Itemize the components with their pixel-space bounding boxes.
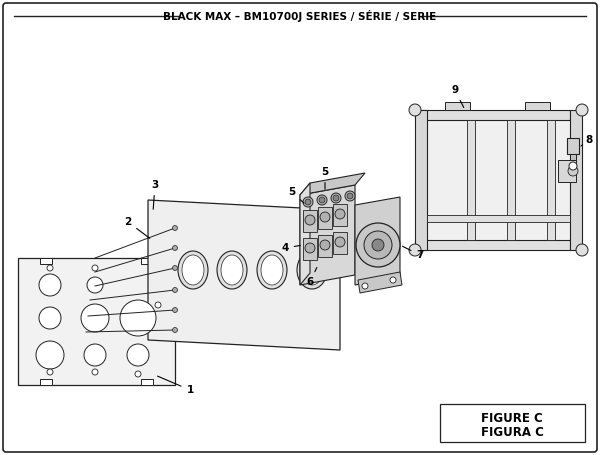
Ellipse shape (301, 255, 323, 285)
Text: 8: 8 (581, 135, 593, 146)
Circle shape (173, 246, 178, 251)
Ellipse shape (297, 251, 327, 289)
Circle shape (320, 240, 330, 250)
Circle shape (335, 237, 345, 247)
Circle shape (47, 265, 53, 271)
Circle shape (39, 274, 61, 296)
Polygon shape (427, 215, 570, 222)
Polygon shape (40, 258, 52, 264)
Circle shape (409, 244, 421, 256)
Circle shape (390, 277, 396, 283)
Polygon shape (18, 258, 175, 385)
Polygon shape (467, 120, 475, 240)
Polygon shape (547, 120, 555, 240)
Polygon shape (148, 200, 340, 350)
Text: 7: 7 (403, 246, 424, 260)
Polygon shape (415, 240, 570, 250)
Polygon shape (445, 102, 470, 110)
Polygon shape (318, 235, 332, 257)
Circle shape (173, 328, 178, 333)
Polygon shape (300, 185, 355, 285)
Polygon shape (40, 379, 52, 385)
Circle shape (84, 344, 106, 366)
Circle shape (319, 197, 325, 203)
Bar (440, 404, 585, 442)
Polygon shape (415, 110, 570, 120)
Circle shape (120, 300, 156, 336)
Circle shape (372, 239, 384, 251)
Text: 5: 5 (322, 167, 329, 189)
Circle shape (568, 166, 578, 176)
Circle shape (335, 209, 345, 219)
Text: FIGURA C: FIGURA C (481, 426, 544, 440)
Circle shape (347, 193, 353, 199)
Circle shape (92, 265, 98, 271)
Polygon shape (427, 120, 570, 240)
Text: 5: 5 (289, 187, 304, 203)
Circle shape (305, 215, 315, 225)
Polygon shape (358, 272, 402, 293)
Text: 9: 9 (451, 85, 464, 107)
Circle shape (333, 195, 339, 201)
Circle shape (127, 344, 149, 366)
Circle shape (173, 308, 178, 313)
Ellipse shape (178, 251, 208, 289)
Text: 1: 1 (158, 376, 194, 395)
Text: 3: 3 (151, 180, 158, 209)
Ellipse shape (257, 251, 287, 289)
Ellipse shape (217, 251, 247, 289)
FancyBboxPatch shape (3, 3, 597, 452)
Circle shape (409, 104, 421, 116)
Polygon shape (300, 183, 310, 285)
Circle shape (47, 369, 53, 375)
Polygon shape (141, 379, 153, 385)
Polygon shape (355, 197, 400, 285)
Circle shape (173, 288, 178, 293)
Polygon shape (318, 207, 332, 229)
Polygon shape (300, 173, 365, 195)
Circle shape (173, 226, 178, 231)
Polygon shape (303, 210, 317, 232)
Text: 6: 6 (307, 268, 317, 287)
Circle shape (92, 369, 98, 375)
Text: 2: 2 (124, 217, 150, 238)
Polygon shape (141, 258, 153, 264)
Polygon shape (415, 110, 427, 250)
Polygon shape (303, 238, 317, 260)
Ellipse shape (182, 255, 204, 285)
Polygon shape (333, 232, 347, 254)
Circle shape (576, 244, 588, 256)
Text: BLACK MAX – BM10700J SERIES / SÉRIE / SERIE: BLACK MAX – BM10700J SERIES / SÉRIE / SE… (163, 10, 437, 22)
Polygon shape (333, 204, 347, 226)
Polygon shape (570, 154, 576, 160)
Text: 4: 4 (281, 243, 300, 253)
Circle shape (303, 197, 313, 207)
Circle shape (331, 193, 341, 203)
Circle shape (87, 277, 103, 293)
Circle shape (576, 104, 588, 116)
Ellipse shape (261, 255, 283, 285)
Circle shape (364, 231, 392, 259)
Circle shape (81, 304, 109, 332)
Circle shape (569, 162, 577, 170)
Polygon shape (507, 120, 515, 240)
Circle shape (135, 371, 141, 377)
Circle shape (305, 199, 311, 205)
Text: FIGURE C: FIGURE C (481, 411, 543, 425)
Polygon shape (570, 110, 582, 250)
Polygon shape (525, 102, 550, 110)
Circle shape (173, 266, 178, 271)
Circle shape (39, 307, 61, 329)
Circle shape (362, 283, 368, 289)
Circle shape (36, 341, 64, 369)
Circle shape (320, 212, 330, 222)
Circle shape (317, 195, 327, 205)
Circle shape (356, 223, 400, 267)
Bar (567, 138, 579, 154)
Ellipse shape (221, 255, 243, 285)
Circle shape (305, 243, 315, 253)
Circle shape (345, 191, 355, 201)
Bar (558, 160, 576, 182)
Circle shape (155, 302, 161, 308)
